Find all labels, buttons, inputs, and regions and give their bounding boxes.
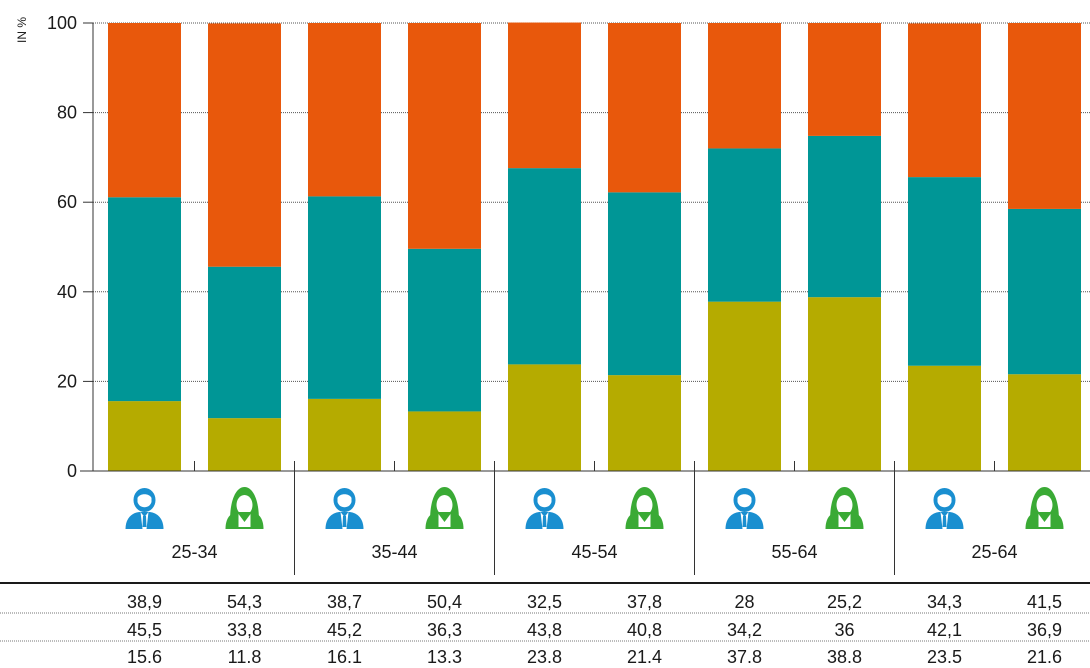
y-tick-label: 80 — [57, 103, 77, 123]
table-cell: 25,2 — [827, 592, 862, 612]
bar-segment-series-1 — [508, 364, 581, 471]
table-cell: 32,5 — [527, 592, 562, 612]
bar-segment-series-1 — [908, 365, 981, 471]
bar-segment-series-1 — [408, 411, 481, 471]
bar-segment-series-2 — [108, 197, 181, 402]
group-label: 45-54 — [571, 542, 617, 562]
person-female-icon — [225, 487, 264, 529]
bar-segment-series-2 — [308, 196, 381, 399]
bar-segment-series-1 — [1008, 374, 1081, 471]
person-male-icon — [325, 488, 364, 529]
table-cell: 38,7 — [327, 592, 362, 612]
person-male-icon — [525, 488, 564, 529]
bar-segment-series-2 — [508, 168, 581, 365]
y-tick-label: 60 — [57, 192, 77, 212]
bar-segment-series-1 — [308, 398, 381, 471]
bar-segment-series-1 — [108, 401, 181, 471]
table-cell: 37,8 — [627, 592, 662, 612]
group-label: 25-34 — [171, 542, 217, 562]
table-cell: 42,1 — [927, 620, 962, 640]
bar-segment-series-3 — [808, 23, 881, 136]
table-cell: 45,2 — [327, 620, 362, 640]
bar-segment-series-2 — [208, 266, 281, 419]
table-cell: 13.3 — [427, 647, 462, 667]
person-female-icon — [625, 487, 664, 529]
bar-segment-series-3 — [308, 23, 381, 197]
table-cell: 21.4 — [627, 647, 662, 667]
group-label: 55-64 — [771, 542, 817, 562]
person-male-icon — [125, 488, 164, 529]
person-male-icon — [725, 488, 764, 529]
table-cell: 54,3 — [227, 592, 262, 612]
bar-segment-series-3 — [208, 23, 281, 267]
table-cell: 38,9 — [127, 592, 162, 612]
bar-segment-series-1 — [808, 297, 881, 471]
table-cell: 16.1 — [327, 647, 362, 667]
bar-segment-series-1 — [608, 375, 681, 471]
y-tick-label: 40 — [57, 282, 77, 302]
table-cell: 23.8 — [527, 647, 562, 667]
table-cell: 36 — [834, 620, 854, 640]
table-cell: 36,9 — [1027, 620, 1062, 640]
table-cell: 11.8 — [228, 647, 262, 667]
y-tick-label: 0 — [67, 461, 77, 481]
bar-segment-series-1 — [708, 301, 781, 471]
table-cell: 50,4 — [427, 592, 462, 612]
table-cell: 34,3 — [927, 592, 962, 612]
table-cell: 37.8 — [727, 647, 762, 667]
table-cell: 34,2 — [727, 620, 762, 640]
person-male-icon — [925, 488, 964, 529]
table-cell: 15.6 — [127, 647, 162, 667]
y-tick-label: 100 — [47, 13, 77, 33]
table-cell: 23.5 — [927, 647, 962, 667]
table-cell: 33,8 — [227, 620, 262, 640]
y-tick-label: 20 — [57, 371, 77, 391]
group-label: 35-44 — [371, 542, 417, 562]
bar-segment-series-3 — [708, 23, 781, 149]
group-label: 25-64 — [971, 542, 1017, 562]
person-female-icon — [425, 487, 464, 529]
person-female-icon — [825, 487, 864, 529]
table-cell: 40,8 — [627, 620, 662, 640]
bar-segment-series-2 — [908, 177, 981, 366]
table-cell: 36,3 — [427, 620, 462, 640]
bar-segment-series-2 — [408, 248, 481, 412]
person-female-icon — [1025, 487, 1064, 529]
bar-segment-series-1 — [208, 418, 281, 471]
table-cell: 43,8 — [527, 620, 562, 640]
bar-segment-series-3 — [408, 23, 481, 249]
bar-segment-series-3 — [108, 23, 181, 198]
table-cell: 38.8 — [827, 647, 862, 667]
table-cell: 45,5 — [127, 620, 162, 640]
bar-segment-series-2 — [608, 192, 681, 376]
bar-segment-series-3 — [508, 22, 581, 169]
table-cell: 21.6 — [1027, 647, 1062, 667]
bar-segment-series-3 — [908, 23, 981, 178]
table-cell: 28 — [734, 592, 754, 612]
table-cell: 41,5 — [1027, 592, 1062, 612]
bar-segment-series-2 — [1008, 208, 1081, 375]
bar-segment-series-2 — [808, 135, 881, 298]
bar-segment-series-2 — [708, 148, 781, 302]
y-axis-label: IN % — [15, 17, 29, 43]
bar-segment-series-3 — [1008, 23, 1081, 209]
bar-segment-series-3 — [608, 23, 681, 193]
